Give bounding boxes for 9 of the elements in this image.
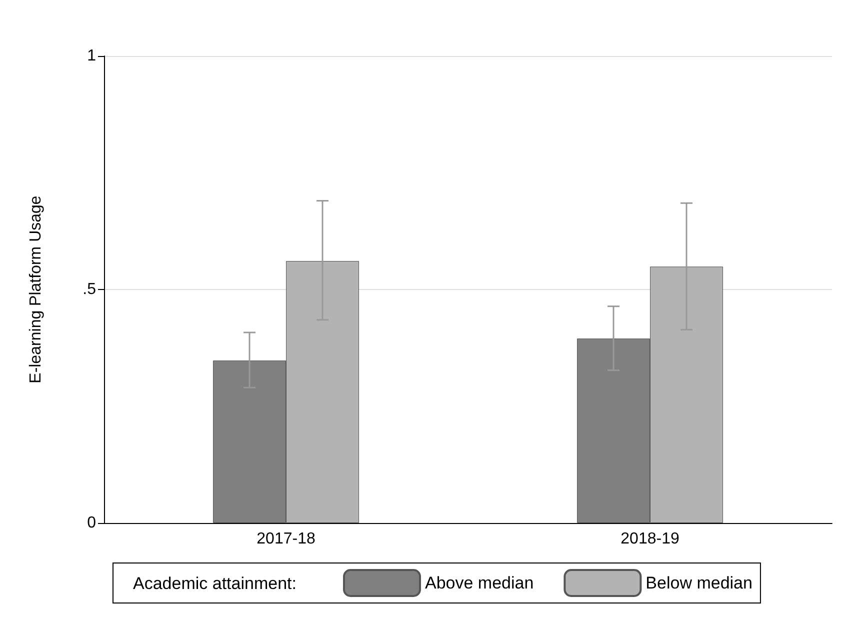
y-tick-label: .5 bbox=[82, 281, 96, 298]
legend-title: Academic attainment: bbox=[133, 574, 296, 593]
x-tick-label: 2017-18 bbox=[256, 530, 316, 548]
y-axis-title: E-learning Platform Usage bbox=[28, 196, 44, 384]
legend-label: Above median bbox=[425, 574, 534, 592]
x-tick-label: 2018-19 bbox=[620, 530, 680, 548]
legend-label: Below median bbox=[646, 574, 752, 592]
y-tick-label: 1 bbox=[87, 48, 96, 64]
y-tick-label: 0 bbox=[87, 514, 96, 532]
